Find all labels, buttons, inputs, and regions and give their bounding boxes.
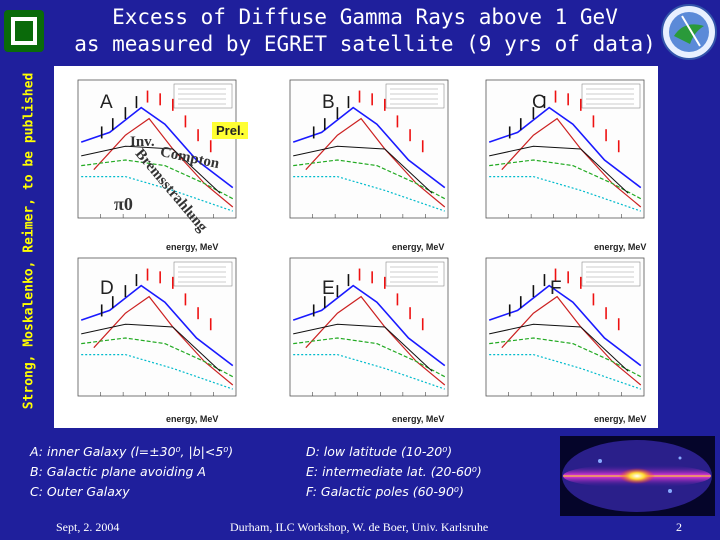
xlabel-c: energy, MeV bbox=[594, 242, 647, 252]
eb-curve bbox=[293, 145, 433, 194]
ic-curve bbox=[293, 337, 446, 378]
ic-curve bbox=[489, 337, 642, 378]
xlabel-f: energy, MeV bbox=[594, 414, 647, 424]
legend-left: A: inner Galaxy (l=±30⁰, |b|<5⁰) B: Gala… bbox=[30, 442, 233, 502]
ic-curve bbox=[489, 159, 642, 200]
footer-date: Sept, 2. 2004 bbox=[56, 520, 120, 534]
eb-curve bbox=[293, 323, 433, 372]
spectra-figure: A B C D E F Prel. Inv. Compton Bremsstra… bbox=[54, 66, 658, 428]
total-curve bbox=[292, 106, 446, 189]
panel-letter-e: E bbox=[322, 278, 335, 299]
brems-curve bbox=[81, 175, 233, 212]
panel-info-box bbox=[385, 261, 445, 287]
legend-left-c: C: Outer Galaxy bbox=[30, 484, 130, 499]
logo-icon bbox=[4, 10, 44, 52]
brems-curve bbox=[293, 354, 445, 390]
pi0-curve bbox=[501, 117, 642, 208]
total-curve bbox=[488, 106, 642, 189]
panel-info-box bbox=[581, 83, 641, 109]
panel-letter-b: B bbox=[322, 92, 335, 113]
pi0-curve bbox=[305, 295, 446, 386]
total-curve bbox=[292, 284, 446, 367]
gamma-sky-map bbox=[560, 436, 715, 516]
legend-right: D: low latitude (10-20⁰) E: intermediate… bbox=[306, 442, 482, 502]
pi0-label: π0 bbox=[114, 194, 133, 214]
xlabel-a: energy, MeV bbox=[166, 242, 219, 252]
legend-right-f: F: Galactic poles (60-90⁰) bbox=[306, 484, 464, 499]
brems-curve bbox=[81, 354, 233, 390]
panel-letter-f: F bbox=[550, 278, 562, 299]
ic-curve bbox=[293, 159, 446, 200]
xlabel-b: energy, MeV bbox=[392, 242, 445, 252]
panel-letter-a: A bbox=[100, 92, 113, 113]
inv-label: Inv. bbox=[130, 134, 155, 150]
pi0-curve bbox=[501, 295, 642, 386]
legend-right-e: E: intermediate lat. (20-60⁰) bbox=[306, 464, 482, 479]
eb-curve bbox=[489, 145, 629, 194]
prel-label: Prel. bbox=[212, 122, 249, 139]
total-curve bbox=[80, 284, 234, 367]
slide-title: Excess of Diffuse Gamma Rays above 1 GeV… bbox=[70, 4, 660, 58]
brems-curve bbox=[489, 175, 641, 212]
xlabel-e: energy, MeV bbox=[392, 414, 445, 424]
eb-curve bbox=[489, 323, 629, 372]
spectra-panels bbox=[77, 79, 645, 397]
title-line-1: Excess of Diffuse Gamma Rays above 1 GeV bbox=[112, 5, 618, 29]
panel-info-box bbox=[581, 261, 641, 287]
panel-info-box bbox=[173, 261, 233, 287]
eb-curve bbox=[81, 323, 221, 372]
legend-left-b: B: Galactic plane avoiding A bbox=[30, 464, 206, 479]
panel-letter-c: C bbox=[532, 92, 546, 113]
legend-right-d: D: low latitude (10-20⁰) bbox=[306, 444, 453, 459]
egret-emblem-icon bbox=[661, 4, 717, 60]
brems-curve bbox=[293, 175, 445, 212]
author-sidebar: Strong, Moskalenko, Reimer, to be publis… bbox=[14, 66, 44, 416]
pi0-curve bbox=[305, 117, 446, 208]
pi0-curve bbox=[93, 295, 234, 386]
ic-curve bbox=[81, 337, 234, 378]
title-line-2: as measured by EGRET satellite (9 yrs of… bbox=[74, 32, 656, 56]
footer-center: Durham, ILC Workshop, W. de Boer, Univ. … bbox=[230, 520, 489, 534]
brems-curve bbox=[489, 354, 641, 390]
xlabel-d: energy, MeV bbox=[166, 414, 219, 424]
footer-page-number: 2 bbox=[676, 520, 682, 534]
pi0-curve bbox=[93, 117, 234, 208]
panel-info-box bbox=[385, 83, 445, 109]
total-curve bbox=[488, 284, 642, 367]
total-curve bbox=[80, 106, 234, 189]
author-sidebar-text: Strong, Moskalenko, Reimer, to be publis… bbox=[21, 72, 37, 410]
panel-letter-d: D bbox=[100, 278, 114, 299]
ic-curve bbox=[81, 159, 234, 200]
eb-curve bbox=[81, 145, 221, 194]
panel-info-box bbox=[173, 83, 233, 109]
legend-left-a: A: inner Galaxy (l=±30⁰, |b|<5⁰) bbox=[30, 444, 234, 459]
